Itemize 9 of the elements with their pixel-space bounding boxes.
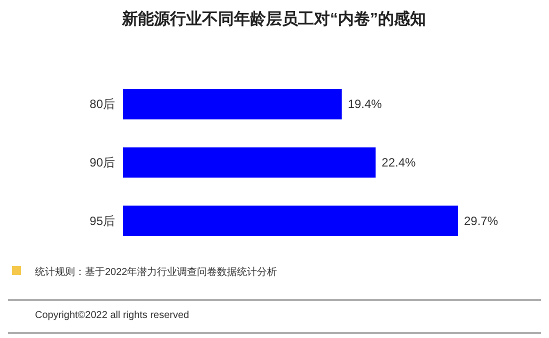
text: Copyright©2022 all rights reserved	[35, 310, 190, 321]
data-label: 19.4%	[348, 97, 382, 112]
data-label: 22.4%	[382, 156, 416, 170]
y-tick-label: 80后	[90, 97, 115, 112]
data-label: 29.7%	[464, 214, 498, 228]
y-tick-label: 95后	[90, 214, 115, 228]
text: 统计规则：基于2022年潜力行业调查问卷数据统计分析	[35, 266, 278, 278]
chart-title: 新能源行业不同年龄层员工对“内卷”的感知	[121, 10, 426, 28]
y-tick-label: 90后	[90, 156, 115, 170]
